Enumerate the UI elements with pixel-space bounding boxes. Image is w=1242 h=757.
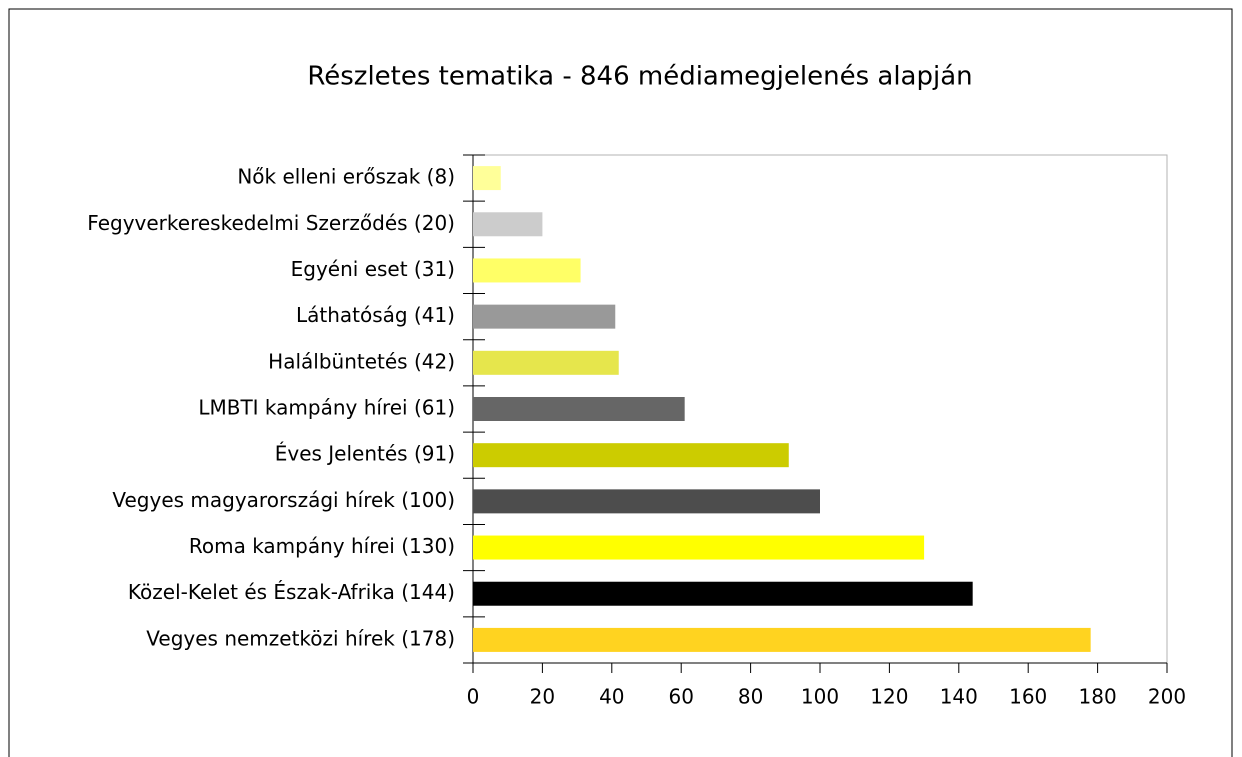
y-tick-label: Láthatóság (41) bbox=[296, 303, 455, 327]
bar bbox=[473, 535, 925, 560]
y-tick-label: Roma kampány hírei (130) bbox=[189, 534, 455, 558]
bar bbox=[473, 397, 685, 421]
chart-title: Részletes tematika - 846 médiamegjelenés… bbox=[307, 62, 972, 92]
x-tick-label: 140 bbox=[940, 685, 978, 709]
y-tick-label: Közel-Kelet és Észak-Afrika (144) bbox=[128, 580, 455, 604]
x-tick-label: 180 bbox=[1079, 685, 1117, 709]
bar bbox=[473, 304, 616, 329]
x-tick-label: 0 bbox=[467, 685, 480, 709]
y-tick-label: LMBTI kampány hírei (61) bbox=[198, 396, 455, 420]
y-tick-label: Vegyes magyarországi hírek (100) bbox=[112, 488, 455, 512]
bar bbox=[473, 627, 1091, 652]
x-tick-label: 80 bbox=[738, 685, 763, 709]
x-tick-label: 200 bbox=[1148, 685, 1186, 709]
x-tick-label: 100 bbox=[801, 685, 839, 709]
x-tick-label: 120 bbox=[870, 685, 908, 709]
x-tick-label: 20 bbox=[530, 685, 555, 709]
bar bbox=[473, 443, 789, 468]
y-tick-label: Egyéni eset (31) bbox=[291, 257, 455, 281]
bar bbox=[473, 212, 543, 237]
bar bbox=[473, 166, 501, 191]
bar bbox=[473, 350, 619, 375]
y-tick-label: Fegyverkereskedelmi Szerződés (20) bbox=[87, 211, 455, 235]
x-tick-label: 40 bbox=[599, 685, 624, 709]
y-tick-label: Éves Jelentés (91) bbox=[275, 442, 455, 466]
bar bbox=[473, 581, 973, 606]
chart-frame bbox=[8, 8, 1233, 757]
x-tick-label: 160 bbox=[1009, 685, 1047, 709]
x-tick-label: 60 bbox=[668, 685, 693, 709]
bar bbox=[473, 258, 581, 283]
y-tick-label: Halálbüntetés (42) bbox=[268, 349, 455, 373]
y-tick-label: Vegyes nemzetközi hírek (178) bbox=[146, 626, 455, 650]
y-tick-label: Nők elleni erőszak (8) bbox=[237, 165, 455, 189]
bar bbox=[473, 489, 820, 514]
